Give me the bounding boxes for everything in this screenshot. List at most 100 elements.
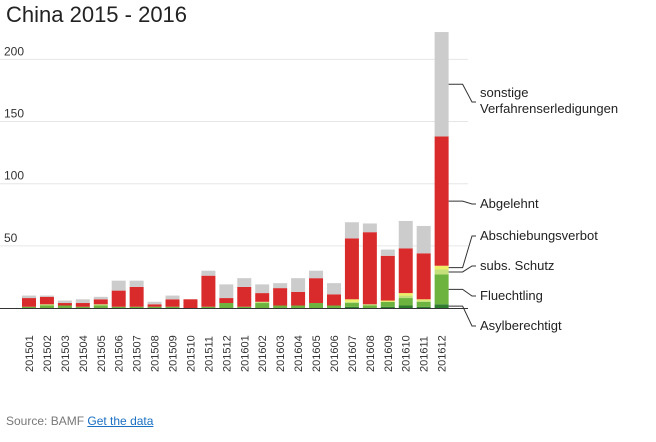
bar-201507-series-5 xyxy=(129,280,144,287)
x-tick-label-201503: 201503 xyxy=(60,335,72,372)
x-tick-label-201605: 201605 xyxy=(311,335,323,372)
bar-201610-series-5 xyxy=(398,220,413,249)
bar-201503-series-4 xyxy=(57,303,72,306)
bar-201612-series-1 xyxy=(434,274,449,305)
bar-201510-series-4 xyxy=(183,299,198,308)
y-tick-label-100: 100 xyxy=(4,169,24,183)
bar-201605-series-5 xyxy=(309,270,324,279)
legend-connector-2 xyxy=(448,265,476,273)
legend-connector-4 xyxy=(448,200,476,205)
legend-label-5-line1: sonstige xyxy=(480,85,528,100)
bar-201505-series-1 xyxy=(93,305,108,308)
bar-201609-series-4 xyxy=(380,255,395,301)
bar-201607-series-0 xyxy=(344,306,359,308)
bar-201609-series-0 xyxy=(380,306,395,308)
x-tick-label-201602: 201602 xyxy=(257,335,269,372)
x-tick-label-201502: 201502 xyxy=(42,335,54,372)
bar-201503-series-1 xyxy=(57,305,72,308)
bar-201505-series-2 xyxy=(93,304,108,306)
y-tick-label-150: 150 xyxy=(4,107,24,121)
bar-201608-series-5 xyxy=(362,223,377,233)
x-tick-label-201606: 201606 xyxy=(329,335,341,372)
bar-201503-series-5 xyxy=(57,300,72,304)
x-tick-label-201610: 201610 xyxy=(401,335,413,372)
bar-201511-series-1 xyxy=(201,306,216,308)
bar-201611-series-1 xyxy=(416,301,431,307)
bar-201605-series-1 xyxy=(309,303,324,308)
bar-201501-series-5 xyxy=(22,295,36,299)
bar-201611-series-3 xyxy=(416,299,431,301)
x-tick-label-201501: 201501 xyxy=(24,335,36,372)
x-tick-label-201507: 201507 xyxy=(132,335,144,372)
legend-connector-3 xyxy=(448,235,476,269)
bar-201609-series-1 xyxy=(380,301,395,307)
bar-201602-series-2 xyxy=(255,301,270,304)
bar-201611-series-2 xyxy=(416,300,431,302)
bar-201604-series-5 xyxy=(291,278,306,292)
bar-201605-series-4 xyxy=(309,278,324,304)
legend-connector-0 xyxy=(448,305,476,327)
x-tick-label-201509: 201509 xyxy=(168,335,180,372)
legend-label-0: Asylberechtigt xyxy=(480,318,562,333)
bar-201506-series-4 xyxy=(111,290,126,307)
bar-201504-series-5 xyxy=(75,299,90,304)
bar-201512-series-1 xyxy=(219,303,234,308)
bar-201505-series-5 xyxy=(93,296,108,300)
bar-201607-series-4 xyxy=(344,238,359,300)
bar-201507-series-4 xyxy=(129,286,144,307)
bar-201501-series-1 xyxy=(22,306,36,308)
bar-201601-series-5 xyxy=(237,278,252,287)
bar-201604-series-1 xyxy=(291,305,306,308)
legend-connector-1 xyxy=(448,288,476,297)
bar-201606-series-1 xyxy=(326,305,341,308)
bar-201509-series-4 xyxy=(165,299,180,307)
bar-201601-series-4 xyxy=(237,286,252,307)
bar-201611-series-0 xyxy=(416,306,431,308)
get-the-data-link[interactable]: Get the data xyxy=(87,414,154,428)
x-tick-label-201512: 201512 xyxy=(221,335,233,372)
bar-201612-series-2 xyxy=(434,269,449,275)
bar-201603-series-1 xyxy=(273,305,288,308)
legend-connector-5 xyxy=(448,83,476,103)
y-tick-label-50: 50 xyxy=(4,231,18,245)
bar-201609-series-3 xyxy=(380,300,395,302)
bar-201512-series-5 xyxy=(219,284,234,299)
bar-201504-series-1 xyxy=(75,306,90,308)
bar-201612-series-4 xyxy=(434,136,449,266)
bar-201602-series-4 xyxy=(255,293,270,302)
bar-201612-series-0 xyxy=(434,304,449,308)
x-tick-label-201508: 201508 xyxy=(150,335,162,372)
x-tick-label-201510: 201510 xyxy=(185,335,197,372)
legend-label-4: Abgelehnt xyxy=(480,196,539,211)
bar-201610-series-1 xyxy=(398,298,413,306)
x-tick-label-201609: 201609 xyxy=(383,335,395,372)
bar-201604-series-4 xyxy=(291,291,306,306)
bar-201505-series-4 xyxy=(93,299,108,305)
x-tick-label-201511: 201511 xyxy=(203,336,215,372)
bar-201508-series-4 xyxy=(147,304,162,307)
x-tick-label-201612: 201612 xyxy=(437,335,449,372)
bar-201609-series-5 xyxy=(380,249,395,256)
chart-title: China 2015 - 2016 xyxy=(6,2,188,27)
bar-201602-series-5 xyxy=(255,284,270,294)
bar-201610-series-3 xyxy=(398,293,413,296)
bar-201606-series-5 xyxy=(326,283,341,295)
bar-201501-series-4 xyxy=(22,298,36,307)
bar-201512-series-4 xyxy=(219,298,234,304)
bar-201508-series-5 xyxy=(147,301,162,305)
bar-201509-series-1 xyxy=(165,306,180,308)
x-tick-label-201604: 201604 xyxy=(293,335,305,372)
source-text: Source: BAMF xyxy=(6,414,85,428)
bar-201607-series-1 xyxy=(344,303,359,307)
x-tick-label-201607: 201607 xyxy=(347,335,359,372)
bar-201608-series-4 xyxy=(362,232,377,305)
bar-201508-series-1 xyxy=(147,306,162,308)
bar-201506-series-5 xyxy=(111,280,126,291)
bar-201603-series-5 xyxy=(273,283,288,289)
bar-201607-series-3 xyxy=(344,299,359,302)
x-tick-label-201601: 201601 xyxy=(239,335,251,372)
bar-201610-series-4 xyxy=(398,248,413,294)
x-tick-label-201504: 201504 xyxy=(78,335,90,372)
legend-label-2: subs. Schutz xyxy=(480,258,554,273)
